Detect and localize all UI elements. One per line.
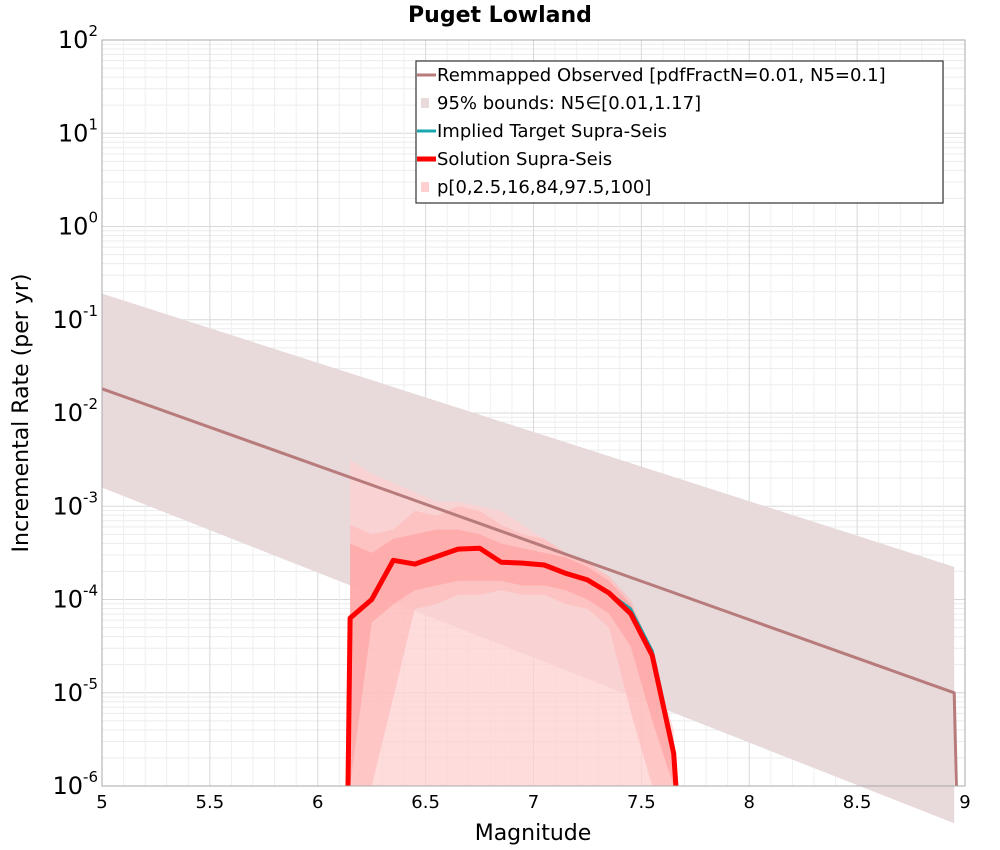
y-tick-label: 10-4 — [52, 582, 98, 614]
y-tick-label: 10-2 — [52, 395, 98, 427]
x-axis-label: Magnitude — [475, 821, 592, 846]
legend: Remmapped Observed [pdfFractN=0.01, N5=0… — [415, 60, 944, 204]
y-axis-label: Incremental Rate (per yr) — [9, 274, 34, 553]
legend-label: Implied Target Supra-Seis — [437, 121, 667, 142]
y-tick-label: 10-3 — [52, 488, 98, 520]
legend-label: Remmapped Observed [pdfFractN=0.01, N5=0… — [437, 65, 886, 86]
legend-label: Solution Supra-Seis — [437, 149, 612, 170]
series-remmapped-observed — [101, 387, 958, 787]
x-tick-label: 7 — [528, 792, 539, 813]
y-tick-label: 102 — [58, 22, 98, 54]
y-tick-label: 101 — [58, 115, 98, 147]
y-tick-labels: 102 101 100 10-1 10-2 10-3 10-4 10-5 10-6 — [52, 22, 98, 800]
x-tick-label: 9 — [959, 792, 970, 813]
legend-label: 95% bounds: N5∈[0.01,1.17] — [437, 93, 701, 114]
x-tick-label: 7.5 — [627, 792, 656, 813]
x-tick-label: 6 — [312, 792, 323, 813]
plot-frame — [101, 39, 966, 787]
x-tick-label: 8.5 — [843, 792, 872, 813]
legend-label: p[0,2.5,16,84,97.5,100] — [437, 177, 651, 198]
bands — [102, 293, 955, 824]
series-solution — [345, 545, 679, 787]
y-tick-label: 10-5 — [52, 675, 98, 707]
x-tick-labels: 5 5.5 6 6.5 7 7.5 8 8.5 9 — [96, 792, 970, 813]
x-tick-label: 5 — [96, 792, 107, 813]
y-tick-label: 100 — [58, 209, 98, 241]
legend-box — [415, 60, 944, 204]
legend-swatch — [421, 182, 429, 192]
series-lines — [101, 387, 958, 787]
x-tick-label: 8 — [744, 792, 755, 813]
y-tick-label: 10-1 — [52, 302, 98, 334]
chart-title: Puget Lowland — [408, 3, 592, 28]
legend-swatch — [421, 98, 429, 108]
band-p16-84 — [350, 529, 674, 786]
x-tick-label: 6.5 — [411, 792, 440, 813]
y-tick-label: 10-6 — [52, 768, 98, 800]
x-tick-label: 5.5 — [196, 792, 225, 813]
